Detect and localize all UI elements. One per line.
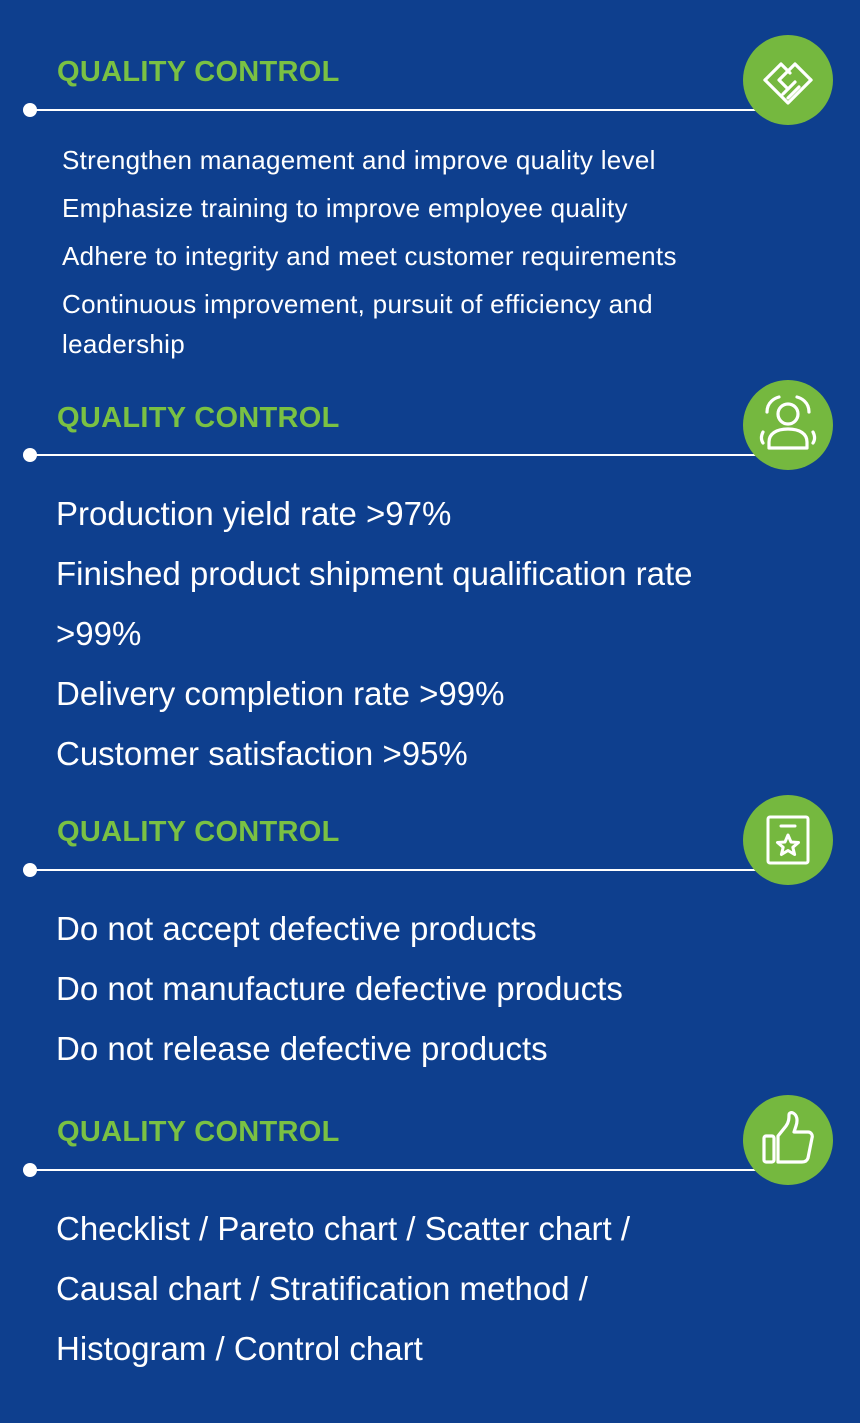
list-item: Production yield rate >97% bbox=[56, 495, 452, 532]
tools-list: Checklist / Pareto chart / Scatter chart… bbox=[56, 1199, 630, 1379]
commitment-list: Strengthen management and improve qualit… bbox=[62, 140, 742, 372]
handshake-icon bbox=[743, 35, 833, 125]
list-item: Finished product shipment qualification … bbox=[56, 555, 693, 652]
list-item: Delivery completion rate >99% bbox=[56, 675, 505, 712]
list-item: Customer satisfaction >95% bbox=[56, 735, 468, 772]
list-item: Do not release defective products bbox=[56, 1030, 548, 1067]
section-title: QUALITY CONTROL bbox=[57, 402, 340, 434]
list-item: Emphasize training to improve employee q… bbox=[62, 193, 628, 223]
divider-dot bbox=[23, 1163, 37, 1177]
thumbs-up-icon bbox=[743, 1095, 833, 1185]
list-item: Checklist / Pareto chart / Scatter chart… bbox=[56, 1210, 631, 1247]
targets-list: Production yield rate >97% Finished prod… bbox=[56, 484, 756, 784]
section-divider bbox=[30, 454, 760, 456]
section-title: QUALITY CONTROL bbox=[57, 56, 340, 88]
list-item: Strengthen management and improve qualit… bbox=[62, 145, 656, 175]
list-item: Do not accept defective products bbox=[56, 910, 537, 947]
section-title: QUALITY CONTROL bbox=[57, 1116, 340, 1148]
divider-dot bbox=[23, 103, 37, 117]
list-item: Histogram / Control chart bbox=[56, 1330, 423, 1367]
user-icon bbox=[743, 380, 833, 470]
list-item: Do not manufacture defective products bbox=[56, 970, 623, 1007]
list-item: Causal chart / Stratification method / bbox=[56, 1270, 588, 1307]
section-divider bbox=[30, 1169, 760, 1171]
list-item: Continuous improvement, pursuit of effic… bbox=[62, 289, 653, 359]
principles-list: Do not accept defective products Do not … bbox=[56, 899, 623, 1079]
star-badge-icon bbox=[743, 795, 833, 885]
list-item: Adhere to integrity and meet customer re… bbox=[62, 241, 677, 271]
divider-dot bbox=[23, 448, 37, 462]
section-title: QUALITY CONTROL bbox=[57, 816, 340, 848]
section-divider bbox=[30, 869, 760, 871]
section-divider bbox=[30, 109, 760, 111]
divider-dot bbox=[23, 863, 37, 877]
